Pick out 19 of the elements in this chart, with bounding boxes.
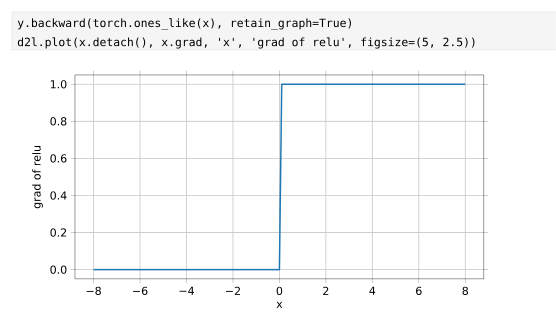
x-tick-label: −6: [133, 286, 148, 296]
x-tick-label: 0: [276, 286, 282, 296]
y-tick-label: 1.0: [50, 80, 66, 88]
x-axis-title: x: [276, 302, 282, 308]
y-tick-label: 0.4: [50, 191, 67, 200]
y-tick-label: 0.0: [50, 266, 66, 274]
x-tick-label: −8: [86, 286, 101, 296]
y-axis-title: grad of relu: [32, 146, 43, 208]
x-tick-label: 6: [416, 286, 422, 296]
text: d2l.plot(x.detach(), x.grad, 'x', 'grad of relu', figsize=(5, 2.5)): [18, 37, 474, 49]
x-tick-label: −2: [226, 286, 240, 295]
text: y.backward(torch.ones_like(x), retain_graph=True): [18, 18, 351, 30]
x-tick-label: 4: [369, 286, 376, 295]
x-tick-label: −4: [180, 286, 194, 295]
x-tick-label: 8: [462, 286, 468, 296]
y-tick-label: 0.2: [50, 228, 66, 237]
y-tick-label: 0.6: [50, 154, 66, 163]
y-tick-label: 0.8: [50, 117, 66, 126]
x-tick-label: 2: [323, 286, 328, 295]
